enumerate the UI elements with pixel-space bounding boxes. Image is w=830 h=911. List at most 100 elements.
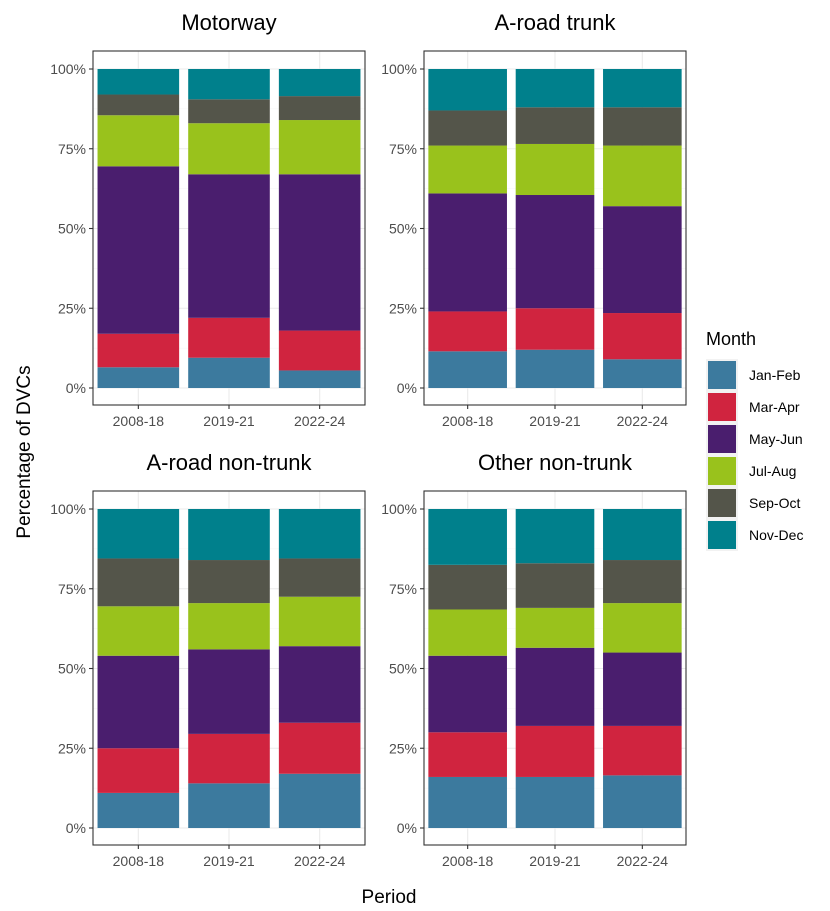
x-tick-label: 2022-24 — [617, 413, 669, 429]
legend-item-sep-oct: Sep-Oct — [706, 487, 800, 519]
x-tick-label: 2019-21 — [529, 853, 581, 869]
bar-segment-nov-dec — [603, 69, 682, 108]
bar-segment-sep-oct — [428, 110, 507, 146]
bar-segment-mar-apr — [603, 725, 682, 776]
legend-label: May-Jun — [749, 431, 803, 447]
y-tick-label: 25% — [58, 300, 86, 316]
legend-label: Mar-Apr — [749, 399, 800, 415]
legend-item-jan-feb: Jan-Feb — [706, 359, 801, 391]
bar-segment-jan-feb — [97, 367, 180, 388]
legend-title: Month — [706, 329, 756, 349]
bar-segment-sep-oct — [603, 560, 682, 604]
bar-segment-jul-aug — [188, 123, 270, 175]
legend: Month Jan-Feb Mar-Apr May-Jun Jul-Aug Sep-Oc… — [706, 329, 803, 551]
y-tick-label: 50% — [58, 221, 86, 237]
x-tick-label: 2008-18 — [113, 853, 165, 869]
bar-segment-mar-apr — [188, 733, 270, 784]
y-tick-label: 100% — [381, 501, 417, 517]
legend-item-jul-aug: Jul-Aug — [706, 455, 796, 487]
bar-segment-may-jun — [603, 206, 682, 314]
x-tick-label: 2019-21 — [529, 413, 581, 429]
bar-segment-jan-feb — [603, 775, 682, 828]
bar-segment-jan-feb — [188, 783, 270, 828]
bar-segment-nov-dec — [515, 509, 595, 564]
y-tick-label: 0% — [66, 820, 86, 836]
bar-segment-nov-dec — [188, 509, 270, 561]
bar-segment-jul-aug — [428, 145, 507, 194]
panel-title: A-road non-trunk — [146, 450, 312, 475]
x-tick-label: 2008-18 — [113, 413, 165, 429]
bar-segment-jan-feb — [428, 776, 507, 828]
y-tick-label: 100% — [381, 61, 417, 77]
bar-segment-mar-apr — [97, 748, 180, 793]
x-tick-label: 2019-21 — [203, 853, 255, 869]
bar-segment-jan-feb — [515, 349, 595, 388]
bar-segment-sep-oct — [97, 558, 180, 607]
bar-segment-jul-aug — [515, 143, 595, 196]
bar-segment-nov-dec — [428, 69, 507, 111]
bar-segment-jan-feb — [278, 773, 361, 828]
panel-title: Motorway — [181, 10, 276, 35]
panel-motorway: Motorway 0% 25% 50% 75% 100% 2008-18 2019-21 202… — [50, 10, 366, 429]
panel-title: A-road trunk — [494, 10, 616, 35]
bar-segment-jul-aug — [97, 115, 180, 167]
legend-item-nov-dec: Nov-Dec — [706, 519, 803, 551]
legend-item-mar-apr: Mar-Apr — [706, 391, 800, 423]
bar-segment-sep-oct — [515, 563, 595, 608]
bar-segment-nov-dec — [278, 69, 361, 97]
bar-segment-jan-feb — [97, 792, 180, 828]
facet-panels: Motorway 0% 25% 50% 75% 100% 2008-18 2019-21 202… — [50, 10, 687, 869]
bar-segment-may-jun — [428, 193, 507, 312]
legend-label: Jan-Feb — [749, 367, 801, 383]
bar-segment-jul-aug — [278, 120, 361, 175]
bar-segment-mar-apr — [428, 311, 507, 352]
y-tick-label: 50% — [58, 661, 86, 677]
legend-item-may-jun: May-Jun — [706, 423, 803, 455]
bar-segment-mar-apr — [97, 333, 180, 368]
legend-label: Jul-Aug — [749, 463, 796, 479]
bar-segment-may-jun — [188, 174, 270, 318]
y-tick-label: 0% — [66, 380, 86, 396]
y-tick-label: 0% — [397, 380, 417, 396]
bar-segment-sep-oct — [188, 99, 270, 124]
bar-segment-sep-oct — [188, 560, 270, 604]
bar-segment-may-jun — [188, 649, 270, 734]
legend-swatch — [708, 489, 736, 517]
legend-swatch — [708, 521, 736, 549]
bar-segment-jul-aug — [515, 607, 595, 648]
y-tick-label: 0% — [397, 820, 417, 836]
bar-segment-mar-apr — [428, 732, 507, 777]
x-tick-label: 2022-24 — [294, 853, 346, 869]
bar-segment-jul-aug — [188, 603, 270, 650]
y-tick-label: 75% — [58, 141, 86, 157]
panel-other-non-trunk: Other non-trunk 0% 25% 50% 75% 100% 2008-18 201… — [381, 450, 687, 869]
panel-a-road-non-trunk: A-road non-trunk 0% 25% 50% 75% 100% 2008-18 20… — [50, 450, 366, 869]
y-tick-label: 50% — [389, 661, 417, 677]
y-tick-label: 75% — [389, 581, 417, 597]
bar-segment-jul-aug — [428, 609, 507, 656]
bar-segment-jul-aug — [603, 145, 682, 207]
bar-segment-nov-dec — [428, 509, 507, 565]
bar-segment-mar-apr — [515, 725, 595, 777]
bar-segment-mar-apr — [278, 330, 361, 371]
bar-segment-mar-apr — [278, 722, 361, 774]
legend-label: Sep-Oct — [749, 495, 800, 511]
bar-segment-sep-oct — [97, 94, 180, 116]
bar-segment-nov-dec — [603, 509, 682, 561]
legend-items: Jan-Feb Mar-Apr May-Jun Jul-Aug Sep-Oct Nov-D… — [706, 359, 803, 551]
bar-segment-may-jun — [428, 655, 507, 733]
bar-segment-jan-feb — [428, 351, 507, 388]
bar-segment-may-jun — [97, 655, 180, 749]
y-axis-title: Percentage of DVCs — [14, 365, 35, 538]
x-tick-label: 2022-24 — [617, 853, 669, 869]
bar-segment-may-jun — [97, 166, 180, 334]
y-tick-label: 75% — [389, 141, 417, 157]
bar-segment-jan-feb — [515, 776, 595, 828]
bar-segment-may-jun — [278, 174, 361, 331]
panel-title: Other non-trunk — [478, 450, 633, 475]
bar-segment-mar-apr — [603, 313, 682, 360]
x-tick-label: 2019-21 — [203, 413, 255, 429]
bar-segment-sep-oct — [515, 107, 595, 144]
x-axis-title: Period — [362, 887, 417, 908]
bar-segment-jan-feb — [603, 359, 682, 388]
